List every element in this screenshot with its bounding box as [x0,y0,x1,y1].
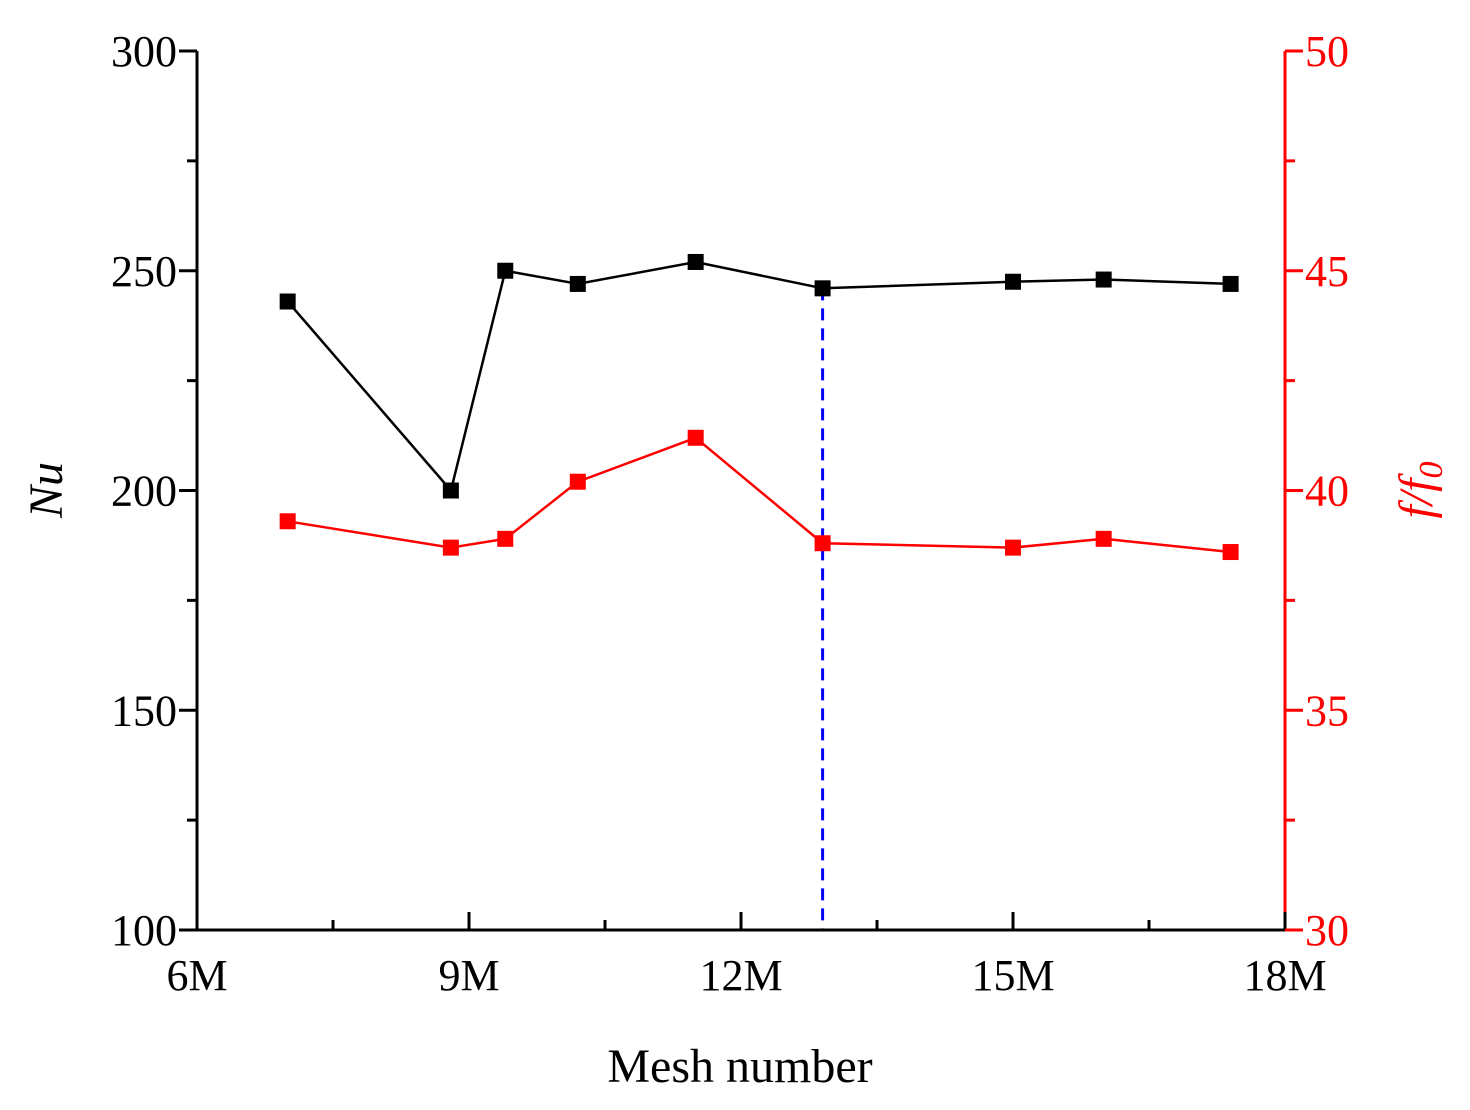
data-point-nu [442,482,459,499]
data-point-friction [442,539,459,556]
series-line-friction [287,436,1231,554]
y2-axis-title-subscript: 0 [1413,461,1450,478]
y2-tick-label: 45 [1305,247,1349,296]
data-point-friction [1005,539,1021,556]
x-axis-title: Mesh number [607,1040,872,1093]
data-point-friction [279,513,296,530]
data-point-nu [497,262,514,279]
y2-axis-title-main: f/f [1390,473,1443,519]
data-point-friction [1222,544,1239,561]
data-point-nu [569,275,586,292]
x-tick-label: 12M [699,951,782,1000]
y2-tick-label: 30 [1305,906,1349,955]
data-point-friction [1095,530,1112,547]
y-axis-title: Nu [20,462,73,519]
y2-axis-title: f/f0 [1390,461,1450,518]
data-point-nu [279,293,296,310]
x-tick-label: 9M [438,951,499,1000]
y-tick-label: 300 [111,27,177,76]
data-point-nu [1222,275,1239,292]
y-tick-label: 100 [111,906,177,955]
data-point-friction [569,473,586,490]
data-point-nu [1005,273,1021,290]
data-point-nu [687,253,704,270]
data-point-friction [814,535,831,552]
x-tick-label: 15M [971,951,1054,1000]
y-tick-label: 250 [111,247,177,296]
data-point-nu [814,280,831,297]
data-point-friction [497,530,514,547]
y-tick-label: 200 [111,467,177,516]
x-tick-label: 18M [1243,951,1326,1000]
data-point-friction [687,429,704,446]
y2-tick-label: 50 [1305,27,1349,76]
series-line-nu [286,260,1231,494]
x-tick-label: 6M [166,951,227,1000]
y-tick-label: 150 [111,686,177,735]
y2-tick-label: 40 [1305,467,1349,516]
data-point-nu [1095,271,1112,288]
y2-tick-label: 35 [1305,686,1349,735]
